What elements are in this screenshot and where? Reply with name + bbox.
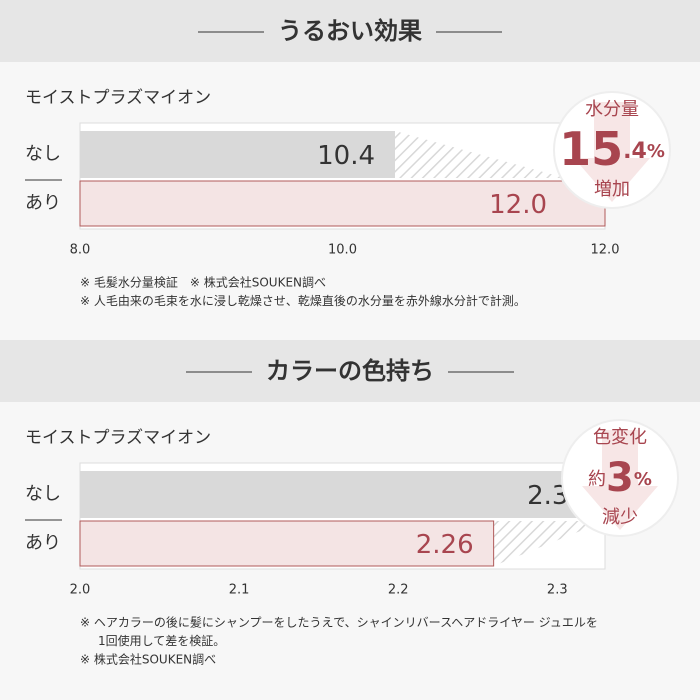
badge-top: 色変化 xyxy=(593,427,647,448)
badge-arrow xyxy=(582,430,658,530)
note: ※ ヘアカラーの後に髪にシャンプーをしたうえで、シャインリバースヘアドライヤー … xyxy=(80,616,598,630)
x-tick-label: 2.1 xyxy=(229,583,250,598)
category-label: あり xyxy=(25,193,61,214)
bar xyxy=(80,471,605,518)
chart-subtitle: モイストプラズマイオン xyxy=(25,88,211,108)
bar xyxy=(79,520,495,567)
badge-part: 3 xyxy=(606,455,634,501)
section-title: カラーの色持ち xyxy=(266,357,434,385)
badge-arrow xyxy=(574,102,650,202)
category-label: なし xyxy=(25,144,61,165)
section-band xyxy=(0,0,700,62)
value-label: 2.26 xyxy=(416,530,474,560)
hatch xyxy=(493,521,605,566)
note: ※ 人毛由来の毛束を水に浸し乾燥させ、乾燥直後の水分量を赤外線水分計で計測。 xyxy=(80,293,526,308)
note: 1回使用して差を検証。 xyxy=(98,633,225,648)
value-label: 10.4 xyxy=(317,141,375,171)
badge-part: % xyxy=(634,469,652,490)
x-tick-label: 10.0 xyxy=(328,243,357,258)
x-tick-label: 12.0 xyxy=(591,243,620,258)
x-tick-label: 2.0 xyxy=(70,583,91,598)
badge-top: 水分量 xyxy=(585,99,639,120)
badge-part: 約 xyxy=(588,469,606,490)
category-label: あり xyxy=(25,533,61,554)
badge-bottom: 減少 xyxy=(602,507,638,528)
hatch xyxy=(395,131,565,178)
badge-value: 15.4% xyxy=(559,122,665,176)
section-title: うるおい効果 xyxy=(278,17,422,45)
badge-part: .4 xyxy=(623,139,647,164)
badge-bottom: 増加 xyxy=(594,179,630,200)
badge-part: 15 xyxy=(559,122,623,176)
badge-part: % xyxy=(647,141,665,162)
section-band xyxy=(0,340,700,402)
badge-value: 約3% xyxy=(588,455,652,501)
category-label: なし xyxy=(25,484,61,505)
note: ※ 毛髪水分量検証 ※ 株式会社SOUKEN調べ xyxy=(80,275,326,290)
note: ※ 株式会社SOUKEN調べ xyxy=(80,652,216,667)
x-tick-label: 2.3 xyxy=(547,583,568,598)
chart-subtitle: モイストプラズマイオン xyxy=(25,428,211,448)
x-tick-label: 2.2 xyxy=(388,583,409,598)
x-tick-label: 8.0 xyxy=(70,243,91,258)
value-label: 12.0 xyxy=(489,190,547,220)
bar xyxy=(80,131,395,178)
